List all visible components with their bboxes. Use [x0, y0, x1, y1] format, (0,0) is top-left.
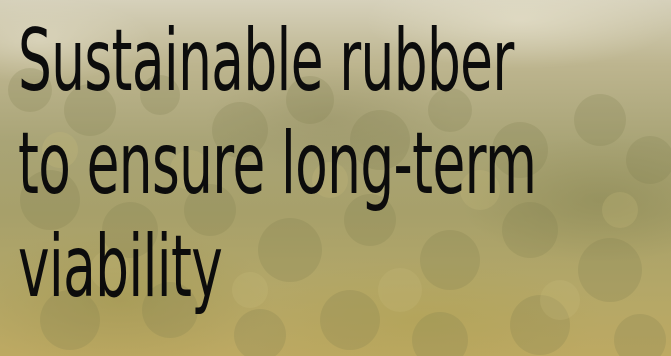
- headline-line-3: viability: [18, 217, 223, 317]
- headline-line-2: to ensure long-term: [18, 114, 537, 214]
- headline-line-1: Sustainable rubber: [18, 11, 514, 111]
- hero-headline: Sustainable rubber to ensure long-term v…: [18, 10, 537, 319]
